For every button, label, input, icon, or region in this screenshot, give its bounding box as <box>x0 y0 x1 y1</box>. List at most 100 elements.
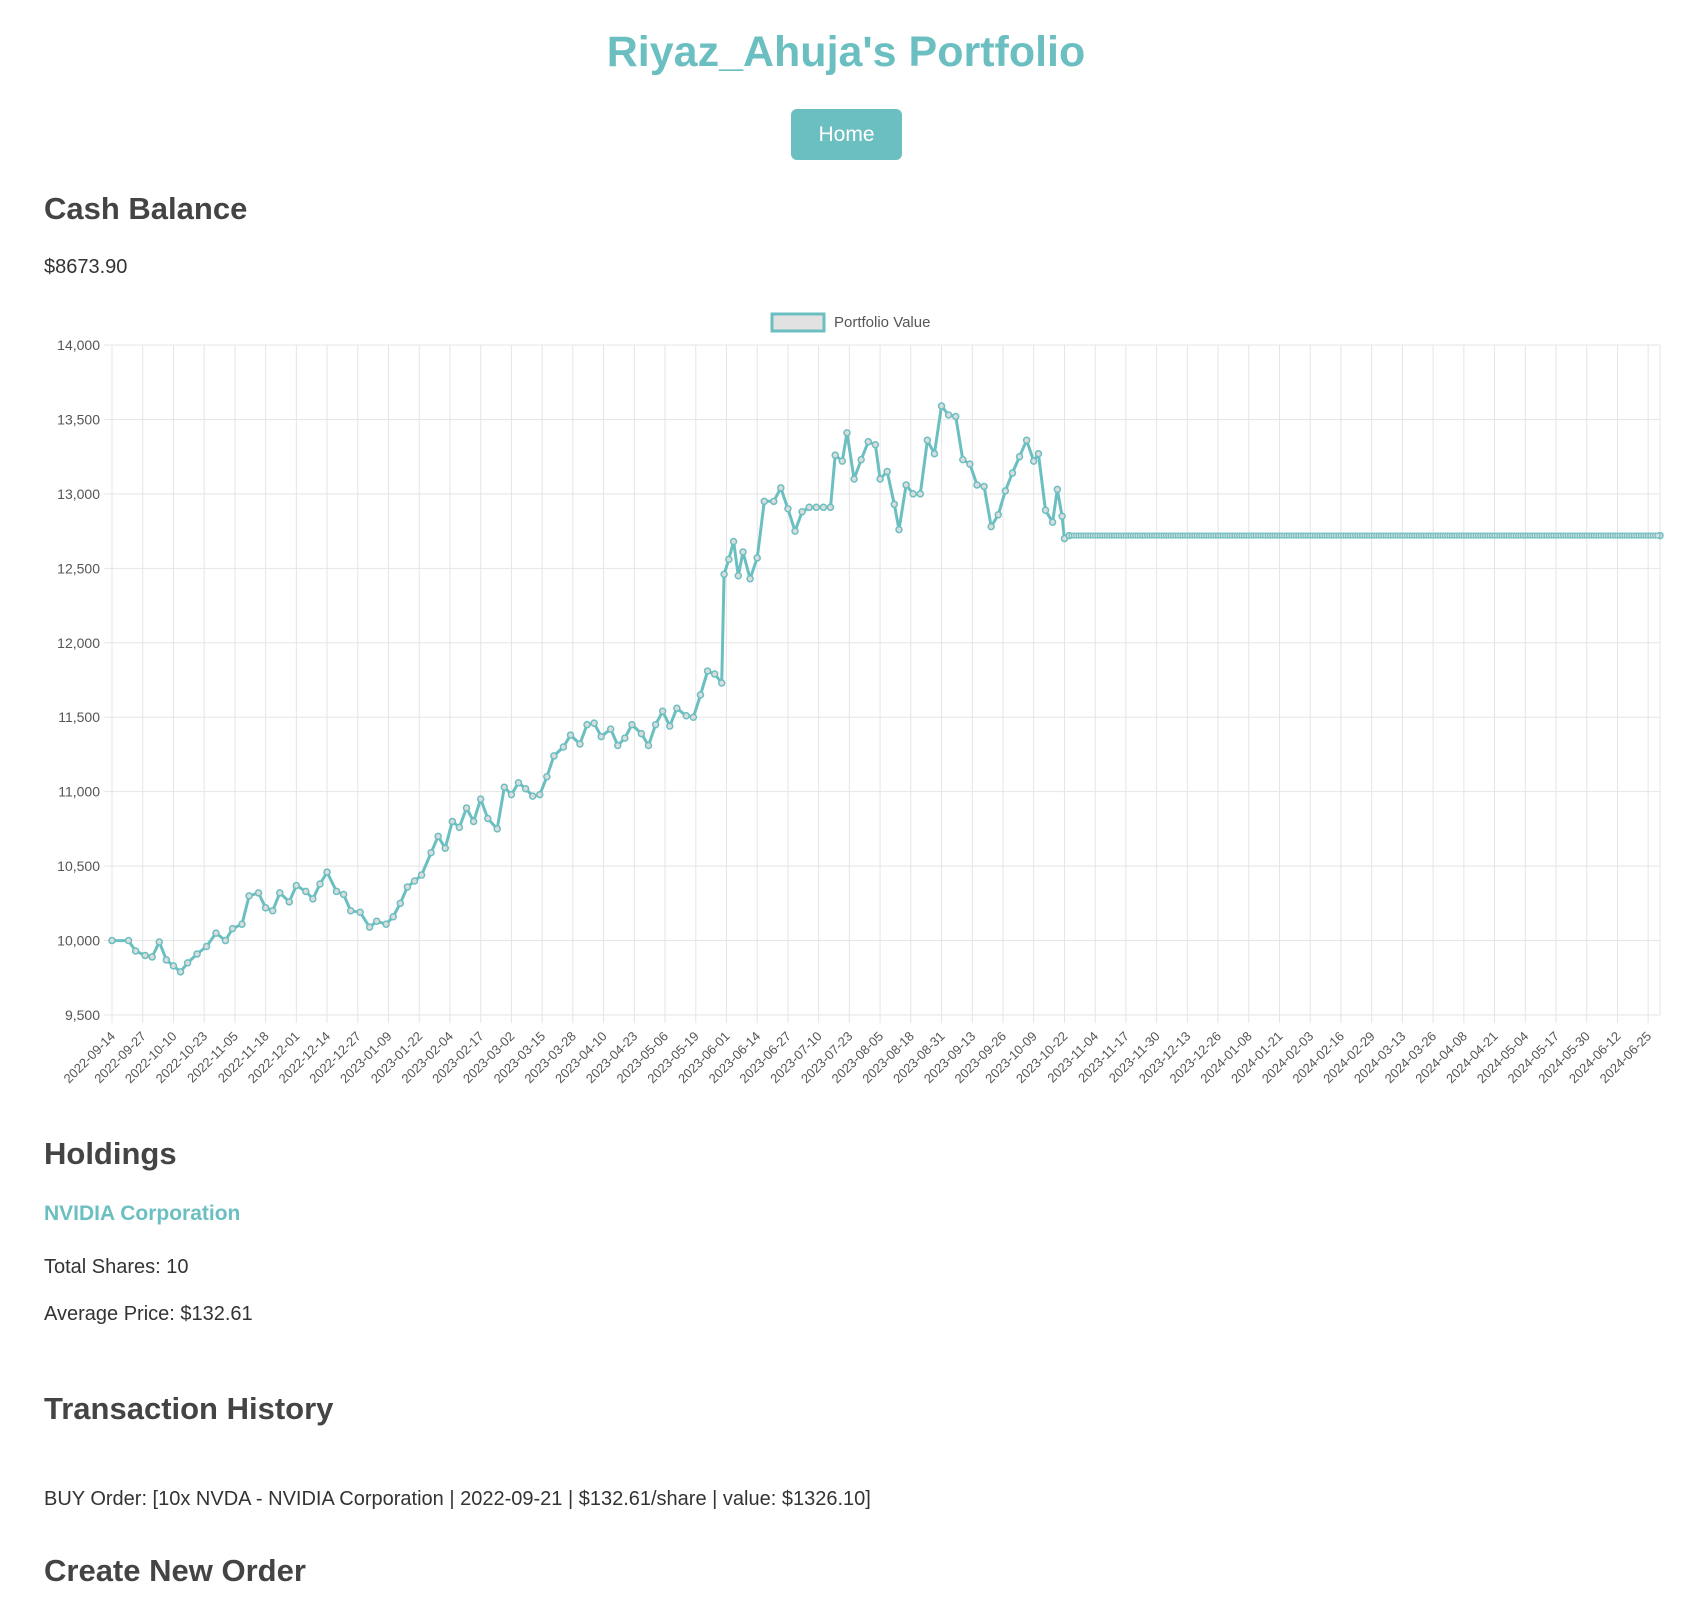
data-point <box>521 784 530 793</box>
data-point <box>228 924 237 933</box>
data-point <box>543 773 551 781</box>
data-point <box>292 881 301 890</box>
data-point <box>332 887 341 896</box>
data-point <box>500 783 509 791</box>
data-point <box>606 725 615 733</box>
data-point <box>469 817 478 826</box>
data-point <box>966 460 974 468</box>
create-order-heading: Create New Order <box>44 1553 306 1588</box>
holding-name: NVIDIA Corporation <box>44 1202 241 1225</box>
holdings-heading: Holdings <box>44 1136 177 1171</box>
data-point <box>658 707 667 716</box>
portfolio-value-chart: Portfolio Value 9,500 10,000 10,500 11,000 11… <box>57 312 1664 1086</box>
data-point <box>427 848 435 857</box>
data-point <box>268 907 277 915</box>
data-point <box>784 505 792 513</box>
data-point <box>396 899 405 908</box>
data-point <box>666 722 674 730</box>
data-point <box>316 880 324 888</box>
data-point <box>739 548 747 556</box>
data-point <box>689 713 698 721</box>
y-tick-label: 13,000 <box>57 486 100 502</box>
data-point <box>276 889 284 897</box>
data-point <box>131 947 140 955</box>
data-point <box>476 795 485 803</box>
data-point <box>791 527 799 535</box>
y-tick-label: 14,000 <box>57 337 100 353</box>
data-point <box>484 814 492 823</box>
data-point <box>245 892 253 900</box>
data-point <box>725 555 733 564</box>
data-point <box>566 731 575 739</box>
page-title: Riyaz_Ahuja's Portfolio <box>606 28 1086 76</box>
data-point <box>1041 506 1050 515</box>
y-tick-label: 9,500 <box>65 1007 100 1023</box>
transaction-history-heading: Transaction History <box>44 1391 334 1426</box>
data-point <box>576 740 584 748</box>
data-point <box>973 481 981 489</box>
data-point <box>753 554 761 562</box>
data-point <box>930 449 939 458</box>
data-point <box>1058 512 1066 520</box>
data-point <box>916 490 925 498</box>
data-point <box>937 402 946 410</box>
holding-average-price: Average Price: $132.61 <box>44 1303 253 1325</box>
data-point <box>682 711 691 720</box>
data-point <box>883 467 891 476</box>
data-point <box>1029 457 1038 465</box>
data-point <box>951 412 960 421</box>
data-point <box>838 457 847 465</box>
data-point <box>703 667 712 675</box>
data-point <box>597 732 605 741</box>
holding-total-shares: Total Shares: 10 <box>44 1256 189 1278</box>
data-point <box>760 497 769 506</box>
data-point <box>1015 452 1024 461</box>
data-point <box>448 817 457 826</box>
data-point <box>124 936 133 945</box>
data-point <box>1001 487 1010 495</box>
data-point <box>148 953 156 961</box>
data-point <box>514 778 523 787</box>
data-point <box>346 907 355 915</box>
data-point <box>1053 485 1062 494</box>
data-point <box>909 490 917 498</box>
data-point <box>843 429 851 437</box>
data-point <box>746 575 754 583</box>
data-point <box>528 792 537 800</box>
data-point <box>637 729 646 738</box>
data-point <box>356 908 364 917</box>
data-point <box>729 537 738 546</box>
data-point <box>221 936 230 945</box>
data-point <box>590 719 598 727</box>
data-point <box>169 962 178 970</box>
data-point <box>871 441 880 449</box>
data-point <box>769 497 778 506</box>
data-point <box>923 436 932 445</box>
data-point <box>628 720 636 729</box>
data-point <box>141 951 149 960</box>
data-point <box>339 890 348 899</box>
data-point <box>462 804 471 812</box>
data-point <box>261 904 270 912</box>
data-point <box>176 968 185 976</box>
data-point <box>583 720 591 729</box>
data-point <box>777 484 785 492</box>
data-point <box>1034 449 1043 458</box>
data-point <box>108 936 116 945</box>
home-button[interactable]: Home <box>791 109 902 160</box>
data-point <box>621 734 629 742</box>
data-point <box>812 503 821 512</box>
y-tick-label: 10,500 <box>57 858 100 874</box>
data-point <box>162 956 171 964</box>
data-point <box>285 898 294 906</box>
data-point <box>417 871 426 879</box>
data-point <box>193 950 201 958</box>
data-point <box>1048 518 1057 526</box>
data-point <box>805 503 813 512</box>
data-point <box>720 570 728 579</box>
data-point <box>323 868 331 876</box>
data-point <box>536 790 544 799</box>
data-point <box>493 825 501 833</box>
data-point <box>302 887 310 896</box>
